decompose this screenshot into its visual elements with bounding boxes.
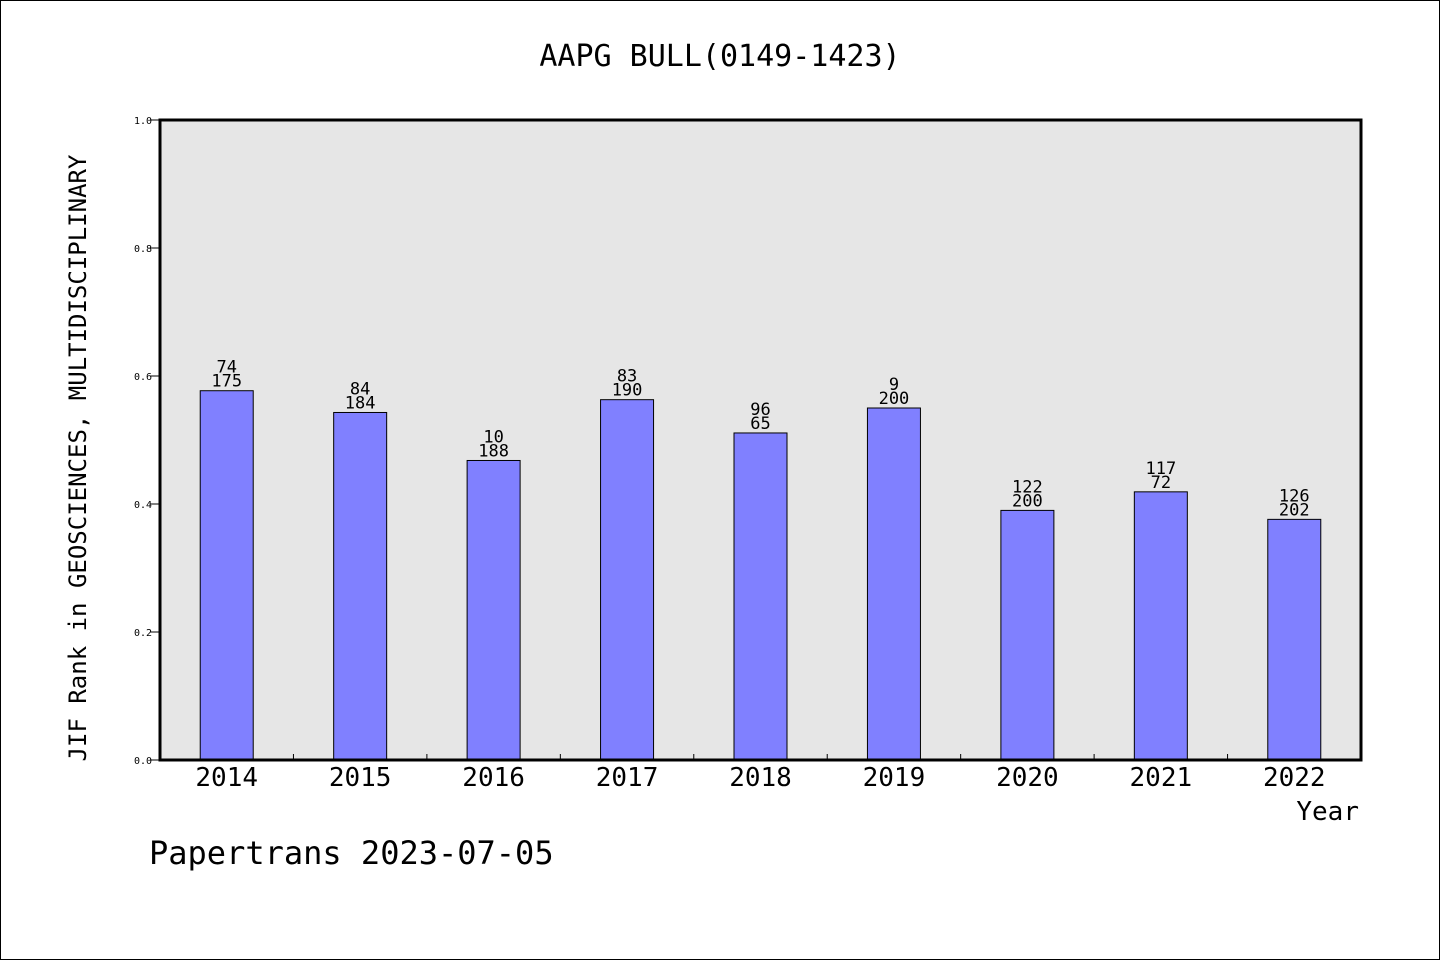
data-label-bottom-2020: 200	[1012, 491, 1043, 511]
y-axis-label: JIF Rank in GEOSCIENCES, MULTIDISCIPLINA…	[64, 154, 92, 761]
data-label-bottom-2014: 175	[211, 372, 242, 392]
data-label-bottom-2019: 200	[879, 389, 910, 409]
data-label-bottom-2021: 72	[1151, 473, 1171, 493]
bar-2020	[1000, 509, 1055, 761]
y-tick-label: 1.0	[134, 116, 152, 127]
x-tick-label-2020: 2020	[996, 763, 1059, 793]
bar-2017	[600, 399, 655, 761]
data-label-bottom-2022: 202	[1279, 500, 1310, 520]
chart-title: AAPG BULL(0149-1423)	[539, 39, 900, 74]
bar-2016	[466, 459, 521, 761]
y-tick-label: 0.0	[134, 756, 152, 767]
x-tick-label-2019: 2019	[863, 763, 926, 793]
y-tick-label: 0.2	[134, 628, 152, 639]
x-tick-label-2017: 2017	[596, 763, 659, 793]
data-label-bottom-2016: 188	[478, 441, 509, 461]
data-label-bottom-2017: 190	[612, 381, 643, 401]
data-label-top-2018: 96	[750, 400, 770, 420]
data-label-bottom-2018: 65	[750, 414, 770, 434]
x-tick-label-2022: 2022	[1263, 763, 1326, 793]
data-label-bottom-2015: 184	[345, 393, 376, 413]
bar-2019	[866, 407, 921, 761]
data-label-top-2014: 74	[216, 358, 236, 378]
y-tick-label: 0.6	[134, 372, 152, 383]
x-tick-label-2014: 2014	[195, 763, 258, 793]
x-axis-label: Year	[1296, 797, 1359, 827]
y-tick-label: 0.4	[134, 500, 152, 511]
x-axis-ticks: 2014 2015 2016 2017 2018 2019 2020 2021 2022	[195, 754, 1326, 793]
bar-2014	[199, 390, 254, 761]
bar-2021	[1133, 491, 1188, 761]
data-label-top-2022: 126	[1279, 486, 1310, 506]
data-label-top-2020: 122	[1012, 477, 1043, 497]
y-axis-ticks: 0.0 0.2 0.4 0.6 0.8 1.0	[134, 116, 160, 767]
plot-border	[158, 118, 1363, 762]
source-footer: Papertrans 2023-07-05	[149, 834, 554, 872]
x-tick-label-2021: 2021	[1130, 763, 1193, 793]
bar-2015	[333, 411, 388, 761]
data-label-top-2017: 83	[617, 367, 637, 387]
data-label-top-2016: 10	[483, 427, 503, 447]
x-tick-label-2018: 2018	[729, 763, 792, 793]
data-label-top-2015: 84	[350, 379, 370, 399]
data-label-top-2021: 117	[1145, 459, 1176, 479]
bar-2022	[1267, 518, 1322, 761]
y-tick-label: 0.8	[134, 244, 152, 255]
x-tick-label-2015: 2015	[329, 763, 392, 793]
data-label-top-2019: 9	[889, 375, 899, 395]
bar-2018	[733, 432, 788, 761]
x-tick-label-2016: 2016	[462, 763, 525, 793]
